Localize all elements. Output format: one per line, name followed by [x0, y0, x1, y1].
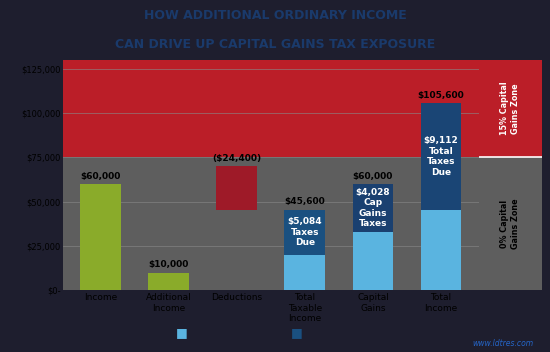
Text: ($24,400): ($24,400) — [212, 154, 261, 163]
Text: $60,000: $60,000 — [80, 172, 121, 181]
Text: 0% Capital
Gains Zone: 0% Capital Gains Zone — [500, 199, 520, 249]
Text: $105,600: $105,600 — [417, 91, 464, 100]
Text: $9,112
Total
Taxes
Due: $9,112 Total Taxes Due — [424, 136, 459, 176]
Bar — [478, 157, 542, 290]
Text: www.ldtres.com: www.ldtres.com — [472, 339, 534, 348]
Text: CAN DRIVE UP CAPITAL GAINS TAX EXPOSURE: CAN DRIVE UP CAPITAL GAINS TAX EXPOSURE — [115, 38, 435, 51]
Bar — [63, 60, 478, 157]
Text: $60,000: $60,000 — [353, 172, 393, 181]
Text: ■: ■ — [175, 326, 188, 339]
Bar — [421, 103, 461, 210]
Bar — [284, 255, 326, 290]
Bar — [478, 60, 542, 157]
Bar — [353, 184, 393, 232]
Text: $45,600: $45,600 — [284, 197, 325, 206]
Text: $10,000: $10,000 — [148, 260, 189, 270]
Bar — [216, 166, 257, 209]
Text: 15% Capital
Gains Zone: 15% Capital Gains Zone — [500, 82, 520, 136]
Bar — [284, 209, 326, 255]
Bar — [353, 232, 393, 290]
Bar — [421, 210, 461, 290]
Text: $4,028
Cap
Gains
Taxes: $4,028 Cap Gains Taxes — [356, 188, 390, 228]
Bar — [148, 273, 189, 290]
Text: $5,084
Taxes
Due: $5,084 Taxes Due — [288, 217, 322, 247]
Text: ■: ■ — [291, 326, 303, 339]
Text: HOW ADDITIONAL ORDINARY INCOME: HOW ADDITIONAL ORDINARY INCOME — [144, 9, 406, 22]
Bar — [80, 184, 121, 290]
